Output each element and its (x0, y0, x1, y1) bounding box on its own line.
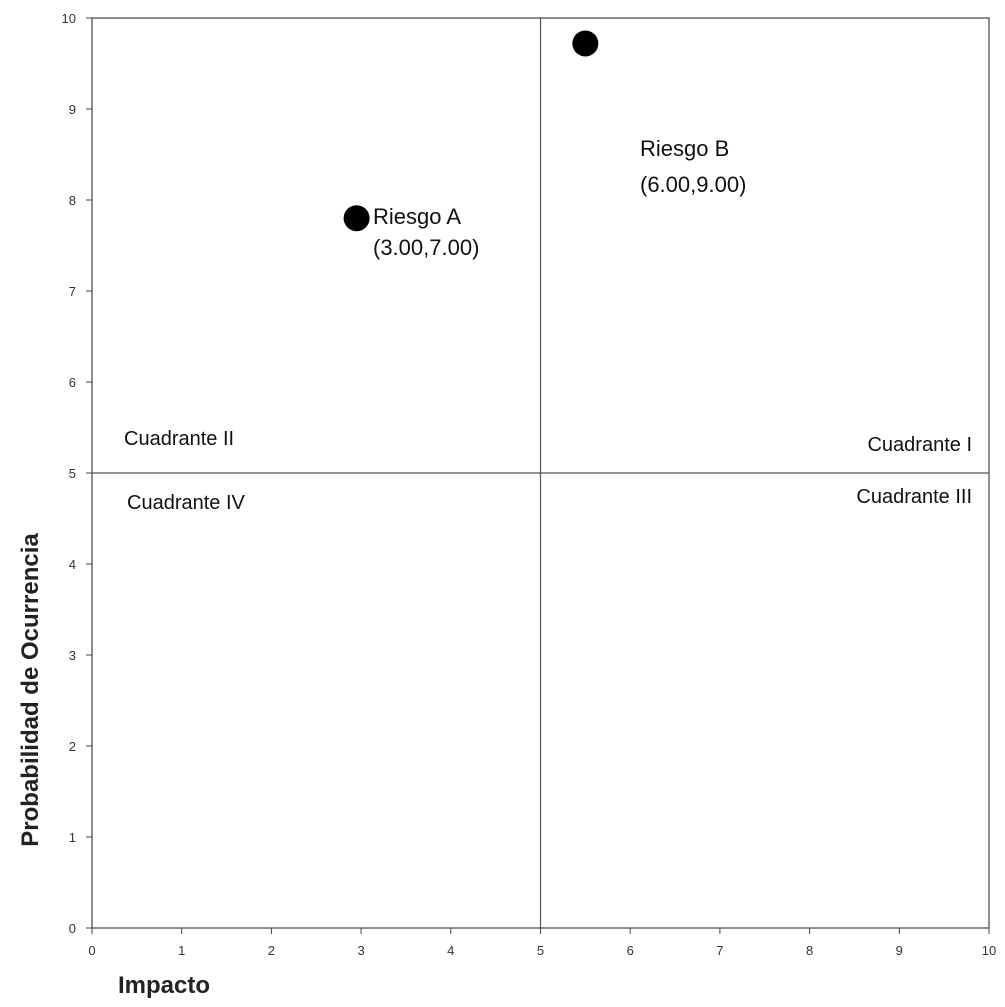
y-axis-title: Probabilidad de Ocurrencia (17, 533, 44, 847)
axis-ticks: 0 1 2 3 4 5 6 7 8 9 10 0 1 2 3 4 5 6 7 8 9 10 (62, 11, 997, 958)
data-points (343, 30, 599, 232)
quadrant-i-label: Cuadrante I (867, 434, 972, 456)
x-tick-label: 5 (537, 943, 544, 958)
y-tick-label: 8 (69, 193, 76, 208)
y-tick-label: 4 (69, 557, 76, 572)
y-tick-label: 0 (69, 921, 76, 936)
x-tick-label: 0 (88, 943, 95, 958)
point-coords-riesgo-a: (3.00,7.00) (373, 235, 479, 260)
y-tick-label: 7 (69, 284, 76, 299)
point-coords-riesgo-b: (6.00,9.00) (640, 172, 746, 197)
point-label-riesgo-b: Riesgo B (640, 136, 729, 161)
y-tick-label: 3 (69, 648, 76, 663)
x-tick-label: 6 (627, 943, 634, 958)
x-tick-label: 3 (357, 943, 364, 958)
x-tick-label: 10 (982, 943, 996, 958)
x-tick-label: 4 (447, 943, 454, 958)
x-tick-label: 2 (268, 943, 275, 958)
quadrant-iv-label: Cuadrante IV (127, 492, 246, 514)
y-tick-label: 1 (69, 830, 76, 845)
x-tick-label: 1 (178, 943, 185, 958)
x-axis-title: Impacto (118, 972, 210, 999)
x-tick-label: 7 (716, 943, 723, 958)
quadrant-ii-label: Cuadrante II (124, 428, 234, 450)
y-tick-label: 9 (69, 102, 76, 117)
x-tick-label: 9 (896, 943, 903, 958)
y-tick-label: 2 (69, 739, 76, 754)
y-tick-label: 5 (69, 466, 76, 481)
scatter-point (343, 205, 370, 232)
scatter-point (572, 30, 599, 57)
x-tick-label: 8 (806, 943, 813, 958)
point-label-riesgo-a: Riesgo A (373, 204, 461, 229)
y-tick-label: 6 (69, 375, 76, 390)
y-tick-label: 10 (62, 11, 76, 26)
quadrant-iii-label: Cuadrante III (856, 486, 972, 508)
